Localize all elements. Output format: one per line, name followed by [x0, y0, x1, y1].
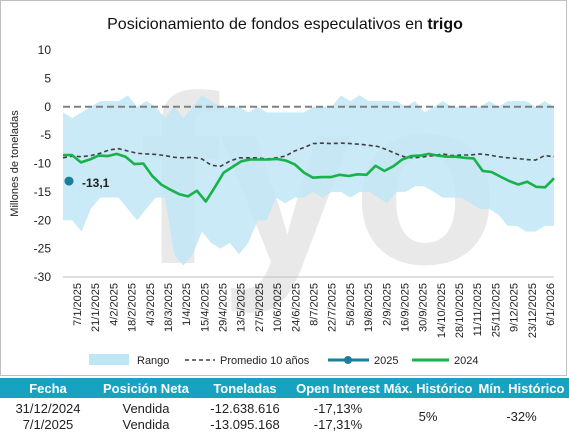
- x-tick-label: 15/4/2025: [199, 283, 211, 332]
- x-tick-label: 30/9/2025: [418, 283, 430, 332]
- chart-title-bold: trigo: [427, 16, 463, 33]
- legend-swatch-2025-marker: [344, 356, 352, 364]
- x-tick-label: 11/11/2025: [472, 283, 484, 336]
- x-tick-label: 10/6/2025: [272, 283, 284, 332]
- row1-toneladas: -12.638.616: [210, 401, 280, 416]
- range-area: [63, 95, 554, 266]
- y-tick-label: -30: [34, 270, 52, 284]
- x-tick-label: 18/2/2025: [127, 283, 139, 332]
- legend-label-promedio: Promedio 10 años: [220, 355, 310, 367]
- x-tick-label: 13/5/2025: [236, 283, 248, 332]
- x-tick-label: 4/3/2025: [145, 283, 157, 326]
- legend-swatch-rango: [89, 354, 129, 365]
- y-tick-label: -20: [34, 213, 52, 227]
- legend-label-2025: 2025: [374, 355, 398, 367]
- legend-label-2024: 2024: [454, 355, 478, 367]
- x-tick-label: 8/7/2025: [309, 283, 321, 326]
- y-axis-label: Millones de toneladas: [9, 110, 21, 217]
- x-tick-label: 28/10/2025: [454, 283, 466, 338]
- y-tick-label: 5: [44, 71, 51, 85]
- x-tick-label: 5/8/2025: [345, 283, 357, 326]
- series-line-promedio: [62, 142, 555, 168]
- y-tick-label: -5: [40, 128, 51, 142]
- chart-panel: fyoPosicionamiento de fondos especulativ…: [0, 0, 567, 376]
- series-point-2025: [64, 176, 74, 186]
- chart-title: Posicionamiento de fondos especulativos …: [107, 16, 463, 33]
- x-tick-label: 29/4/2025: [218, 283, 230, 332]
- row2-fecha: 7/1/2025: [22, 417, 74, 432]
- data-label-2025: -13,1: [82, 176, 110, 190]
- y-tick-label: -25: [34, 242, 52, 256]
- x-tick-label: 1/4/2025: [181, 283, 193, 326]
- header-posicion-neta: Posición Neta: [103, 381, 189, 396]
- chart-title-main: Posicionamiento de fondos especulativos …: [107, 16, 427, 33]
- x-tick-label: 22/7/2025: [327, 283, 339, 332]
- x-tick-label: 7/1/2025: [72, 283, 84, 326]
- header-open-interest: Open Interest: [296, 381, 380, 396]
- row1-fecha: 31/12/2024: [15, 401, 81, 416]
- header-max-historico: Máx. Histórico: [383, 381, 473, 396]
- header-fecha: Fecha: [29, 381, 67, 396]
- legend-label-rango: Rango: [137, 355, 169, 367]
- summary-table: Fecha Posición Neta Toneladas Open Inter…: [0, 378, 569, 432]
- x-tick-label: 24/6/2025: [290, 283, 302, 332]
- chart-canvas: fyoPosicionamiento de fondos especulativ…: [9, 16, 557, 367]
- x-tick-label: 14/10/2025: [436, 283, 448, 338]
- x-tick-label: 4/2/2025: [108, 283, 120, 326]
- header-min-historico: Mín. Histórico: [478, 381, 565, 396]
- series-line-2024: [63, 152, 555, 203]
- y-tick-label: 10: [38, 43, 52, 57]
- x-tick-label: 16/9/2025: [400, 283, 412, 332]
- summary-header-row: Fecha Posición Neta Toneladas Open Inter…: [0, 378, 569, 398]
- row2-posicion: Vendida: [122, 417, 170, 432]
- y-tick-label: 0: [44, 100, 51, 114]
- max-historico-value: 5%: [418, 409, 438, 424]
- x-tick-label: 23/12/2025: [527, 283, 539, 338]
- x-tick-label: 25/11/2025: [490, 283, 502, 337]
- x-tick-label: 19/8/2025: [363, 283, 375, 332]
- y-tick-label: -15: [34, 185, 52, 199]
- x-tick-label: 9/12/2025: [509, 283, 521, 332]
- row2-toneladas: -13.095.168: [210, 417, 280, 432]
- x-tick-label: 2/9/2025: [381, 283, 393, 326]
- header-toneladas: Toneladas: [213, 381, 277, 396]
- y-tick-label: -10: [34, 157, 52, 171]
- x-tick-label: 27/5/2025: [254, 283, 266, 332]
- row2-open-interest: -17,31%: [313, 417, 363, 432]
- x-tick-label: 6/1/2026: [545, 283, 557, 326]
- row1-open-interest: -17,13%: [313, 401, 363, 416]
- x-tick-label: 21/1/2025: [90, 283, 102, 332]
- row1-posicion: Vendida: [122, 401, 170, 416]
- min-historico-value: -32%: [506, 409, 537, 424]
- x-tick-label: 18/3/2025: [163, 283, 175, 332]
